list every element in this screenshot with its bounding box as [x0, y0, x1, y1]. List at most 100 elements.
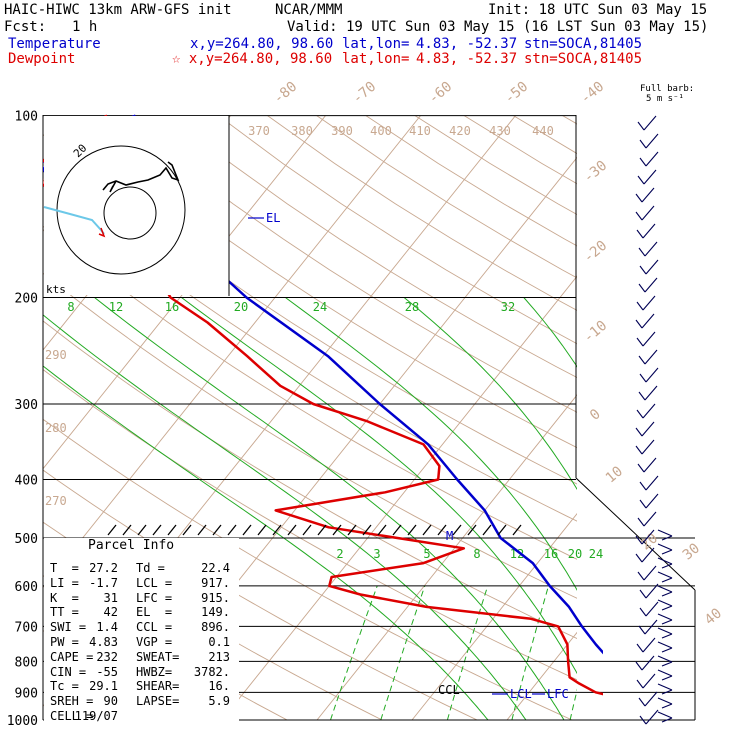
isotherm-label: -30: [581, 158, 611, 187]
mixing-ratio-label: 12: [510, 547, 524, 561]
parcel-info-cell: 27.2: [89, 561, 118, 575]
parcel-info-cell: -1.7: [89, 575, 118, 590]
isotherm-line: [506, 631, 577, 720]
parcel-info-cell: CIN =: [50, 664, 87, 679]
isotherm-line: [43, 115, 421, 589]
parcel-info-row: LI = -1.7 LCL = 917.: [50, 576, 240, 591]
pressure-tick-label: 300: [15, 398, 38, 413]
wind-barb: [639, 583, 659, 599]
hatch-mark: [152, 524, 162, 536]
moist-adiabat-label: 24: [313, 300, 327, 314]
wind-barb: [636, 331, 656, 347]
wind-barb: [638, 349, 658, 365]
parcel-info-row: T = 27.2 Td = 22.4: [50, 561, 240, 576]
org-label: NCAR/MMM: [275, 2, 343, 18]
pressure-labels: 100 200 300 400 500 600 700 800 900 1000: [7, 110, 38, 729]
dry-adiabat-label: 370: [248, 124, 270, 138]
barb-legend-line1: Full barb:: [640, 84, 695, 94]
wind-barb-lower: [657, 571, 673, 583]
hatch-mark: [212, 524, 222, 536]
wind-barb: [639, 151, 659, 167]
parcel-info-cell: 119/07: [74, 708, 118, 723]
parcel-info-cell: SWEAT=: [136, 649, 180, 664]
parcel-info-cell: SWI =: [50, 620, 87, 635]
dry-adiabat-line: [513, 115, 577, 155]
hatch-mark: [407, 524, 417, 536]
level-marker-label: EL: [266, 211, 280, 225]
parcel-info-row: PW = 4.83 VGP = 0.1: [50, 635, 240, 650]
parcel-info-cell: Td =: [136, 561, 165, 575]
isotherm-label: -20: [581, 238, 611, 267]
dry-adiabat-label: 380: [291, 124, 313, 138]
parcel-info-cell: 31: [103, 590, 118, 605]
pressure-tick-label: 1000: [7, 714, 38, 729]
wind-barb: [635, 547, 655, 563]
parcel-info-cell: 5.9: [208, 694, 230, 709]
parcel-info-cell: 213: [208, 649, 230, 664]
dry-adiabat-line: [43, 133, 577, 485]
parcel-info-row: Tc = 29.1 SHEAR= 16.: [50, 679, 240, 694]
parcel-info-cell: 0.1: [208, 634, 230, 649]
parcel-info-cell: HWBZ=: [136, 664, 173, 679]
wind-barb: [639, 601, 659, 617]
mixing-ratio-label: 8: [473, 547, 480, 561]
parcel-info-cell: TT =: [50, 605, 79, 620]
parcel-info-cell: LFC =: [136, 590, 173, 605]
dry-adiabat-line: [43, 225, 577, 560]
parcel-info-cell: 42: [103, 605, 118, 620]
hatch-mark: [167, 524, 177, 536]
dewpoint-station: stn=SOCA,81405: [524, 51, 643, 67]
barb-legend-line2: 5 m s⁻¹: [646, 94, 684, 104]
wind-barb: [639, 493, 659, 509]
wind-barb-lower: [657, 529, 673, 541]
parcel-info-cell: K =: [50, 590, 79, 605]
parcel-info-cell: EL =: [136, 605, 173, 620]
pressure-tick-label: 100: [15, 110, 38, 125]
wind-barb: [637, 115, 657, 131]
wind-barb-lower: [657, 585, 673, 597]
wind-barb-lower: [657, 543, 673, 555]
level-marker-label: M: [446, 529, 453, 543]
parcel-info-cell: 232: [96, 649, 118, 664]
hodograph-trace-hook: [109, 180, 117, 193]
pressure-tick-label: 700: [15, 620, 38, 635]
wind-barb-lower: [657, 641, 673, 653]
parcel-info-cell: LAPSE=: [136, 694, 180, 709]
parcel-info-cell: 896.: [201, 620, 230, 635]
dry-adiabat-line: [562, 115, 577, 125]
isotherm-line: [697, 116, 740, 720]
dry-adiabat-line: [43, 272, 577, 599]
wind-barb: [638, 277, 658, 293]
dewpoint-latlon-value: 4.83, -52.37: [416, 51, 518, 67]
dry-adiabat-line: [70, 115, 577, 449]
wind-barb: [638, 241, 658, 257]
parcel-info-row: CAPE = 232 SWEAT= 213: [50, 650, 240, 665]
hatch-mark: [422, 524, 432, 536]
parcel-info-cell: SHEAR=: [136, 679, 180, 694]
wind-barb: [639, 259, 659, 275]
isotherm-label: 10: [603, 463, 626, 486]
dry-adiabat-label: 400: [370, 124, 392, 138]
moist-adiabat-label: 12: [109, 300, 123, 314]
level-marker-label: LCL: [510, 687, 532, 701]
temperature-xy: x,y=264.80, 98.60: [190, 36, 334, 52]
isotherm-label: 40: [702, 605, 725, 628]
hatch-mark: [512, 524, 522, 536]
parcel-info-cell: CCL =: [136, 620, 173, 635]
hatch-mark: [302, 524, 312, 536]
hatch-mark: [497, 524, 507, 536]
moist-adiabat-label: 20: [234, 300, 248, 314]
dry-adiabat-line: [267, 115, 577, 311]
dry-adiabat-label: 440: [532, 124, 554, 138]
wind-barb: [637, 511, 657, 527]
wind-barb-lower: [657, 557, 673, 569]
wind-barb-lower: [657, 683, 673, 695]
parcel-info-cell: 29.1: [89, 679, 118, 694]
temperature-latlon-value: 4.83, -52.37: [416, 36, 518, 52]
dry-adiabat-line: [365, 115, 577, 247]
wind-barbs: [635, 115, 673, 725]
dewpoint-legend: Dewpoint: [8, 51, 76, 67]
isotherm-line: [221, 275, 577, 720]
wind-barb: [636, 223, 656, 239]
parcel-info-cell: 22.4: [201, 561, 230, 575]
